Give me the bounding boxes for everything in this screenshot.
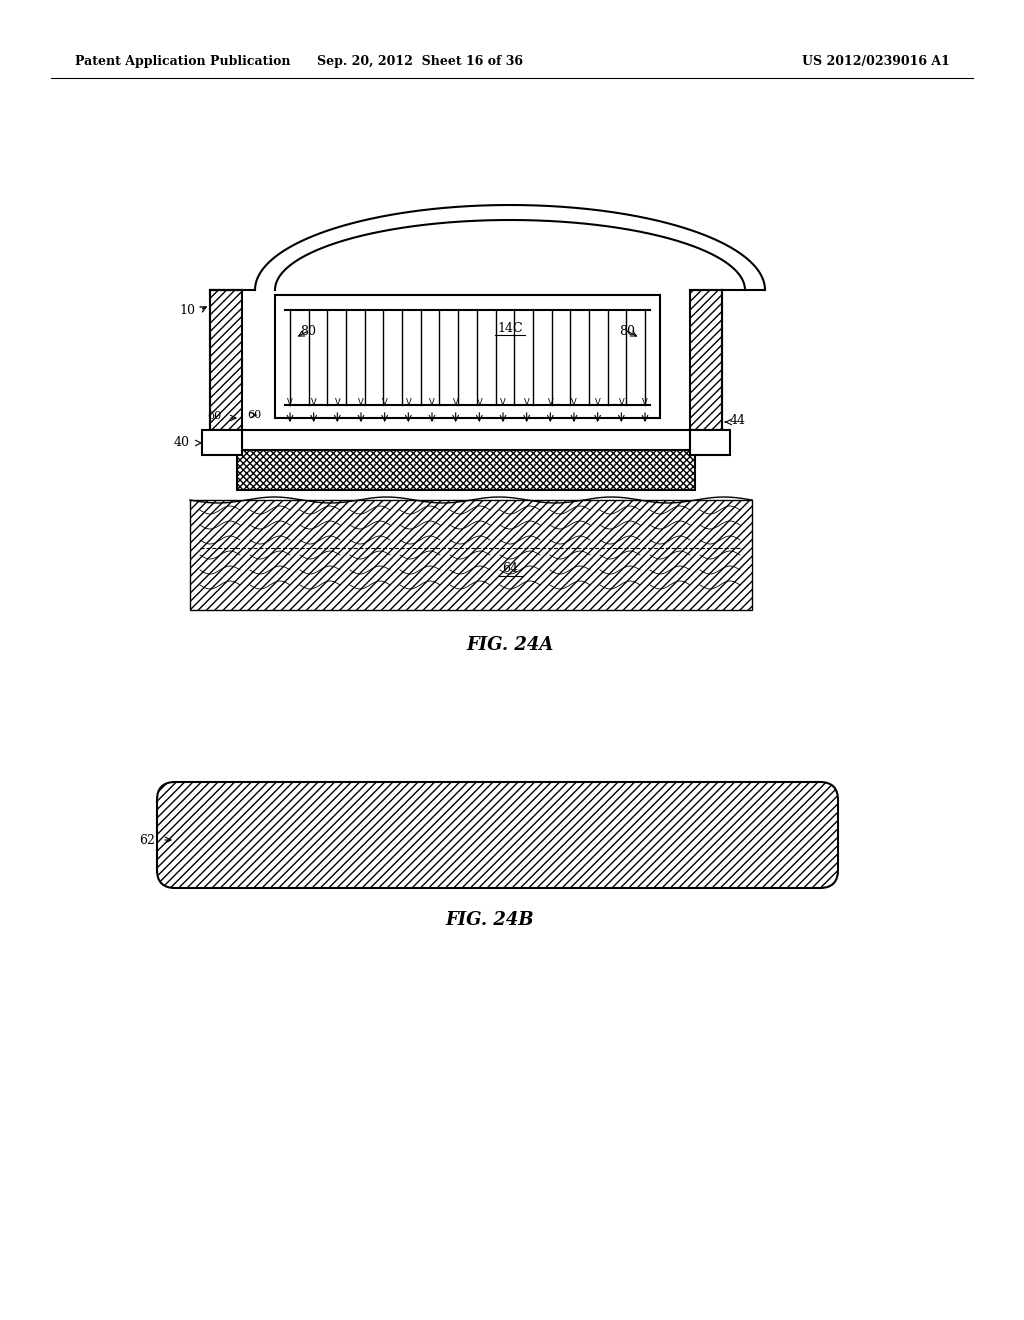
Text: V: V bbox=[382, 399, 387, 407]
Text: V: V bbox=[311, 399, 316, 407]
Text: V: V bbox=[406, 399, 412, 407]
Text: V: V bbox=[595, 399, 600, 407]
Text: V: V bbox=[642, 399, 648, 407]
Bar bbox=[242, 430, 690, 450]
Text: V: V bbox=[287, 399, 293, 407]
Text: V: V bbox=[548, 399, 553, 407]
Text: 80: 80 bbox=[300, 325, 316, 338]
Text: V: V bbox=[335, 399, 340, 407]
Text: V: V bbox=[429, 399, 435, 407]
Text: 60: 60 bbox=[208, 411, 222, 421]
Bar bbox=[202, 430, 242, 455]
Polygon shape bbox=[690, 290, 722, 430]
Polygon shape bbox=[237, 450, 695, 490]
Text: 64: 64 bbox=[502, 561, 518, 574]
FancyBboxPatch shape bbox=[157, 781, 838, 888]
Polygon shape bbox=[190, 500, 752, 610]
Text: Patent Application Publication: Patent Application Publication bbox=[75, 55, 291, 69]
Text: 62: 62 bbox=[139, 833, 155, 846]
Text: V: V bbox=[524, 399, 529, 407]
Text: V: V bbox=[618, 399, 625, 407]
Text: FIG. 24B: FIG. 24B bbox=[445, 911, 535, 929]
Text: 60: 60 bbox=[247, 411, 261, 420]
Text: US 2012/0239016 A1: US 2012/0239016 A1 bbox=[802, 55, 950, 69]
Polygon shape bbox=[210, 290, 242, 430]
Text: 10: 10 bbox=[179, 304, 195, 317]
Text: V: V bbox=[453, 399, 459, 407]
Text: 44: 44 bbox=[730, 413, 746, 426]
Bar bbox=[275, 294, 660, 418]
Text: V: V bbox=[571, 399, 577, 407]
Text: V: V bbox=[358, 399, 364, 407]
Text: 14C: 14C bbox=[498, 322, 523, 335]
Text: Sep. 20, 2012  Sheet 16 of 36: Sep. 20, 2012 Sheet 16 of 36 bbox=[317, 55, 523, 69]
Text: 80: 80 bbox=[618, 325, 635, 338]
Text: FIG. 24A: FIG. 24A bbox=[466, 636, 554, 653]
Text: 40: 40 bbox=[174, 437, 190, 450]
Text: V: V bbox=[500, 399, 506, 407]
Text: V: V bbox=[476, 399, 482, 407]
Bar bbox=[690, 430, 730, 455]
